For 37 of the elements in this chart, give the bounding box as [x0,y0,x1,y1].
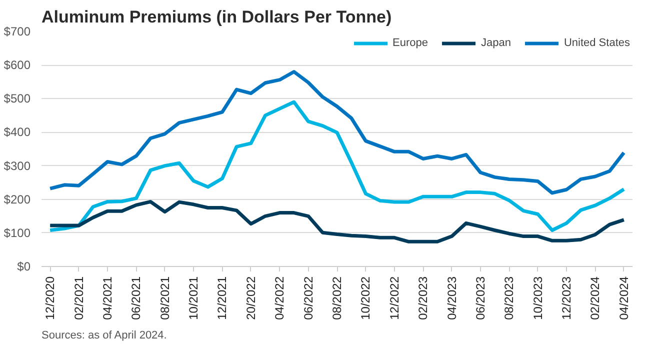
legend-label: Europe [392,37,428,49]
x-tick-label: 02/2023 [416,276,430,320]
x-tick-label: 04/2021 [100,276,114,320]
line-series [48,200,626,244]
y-tick-label: $200 [4,192,31,206]
chart-title: Aluminum Premiums (in Dollars Per Tonne) [42,8,392,26]
x-tick-label: 06/2021 [129,276,144,320]
x-tick-label: 02/2021 [72,276,86,320]
x-tick-label: 10/2023 [530,276,545,320]
y-tick-label: $700 [4,24,31,38]
y-tick-label: $100 [4,226,31,240]
x-tick-label: 02/2024 [588,276,602,320]
x-tick-label: 10/2022 [358,276,373,320]
x-tick-label: 08/2022 [330,276,344,320]
x-tick-label: 08/2023 [502,276,516,320]
legend-label: United States [564,37,630,49]
y-tick-label: $500 [4,92,31,106]
x-tick-label: 12/2021 [215,276,230,320]
x-tick-label: 06/2023 [473,276,488,320]
line-series [48,70,626,195]
x-tick-label: 12/2022 [387,276,402,320]
x-tick-label: 04/2022 [272,276,287,320]
x-tick-label: 20/2022 [244,276,258,320]
x-tick-label: 04/2023 [444,276,459,320]
x-tick-label: 04/2024 [616,276,631,320]
x-tick-label: 12/2020 [43,276,58,320]
source-note: Sources: as of April 2024. [42,330,167,342]
x-tick-label: 08/2021 [158,276,172,320]
y-tick-label: $0 [17,260,31,274]
line-series [48,100,626,232]
legend-label: Japan [480,37,511,49]
y-tick-label: $600 [4,58,31,72]
y-tick-label: $400 [4,125,31,140]
x-tick-label: 06/2022 [301,276,316,320]
y-tick-label: $300 [4,158,31,173]
x-tick-label: 12/2023 [560,276,574,320]
x-tick-label: 10/2021 [186,276,201,320]
